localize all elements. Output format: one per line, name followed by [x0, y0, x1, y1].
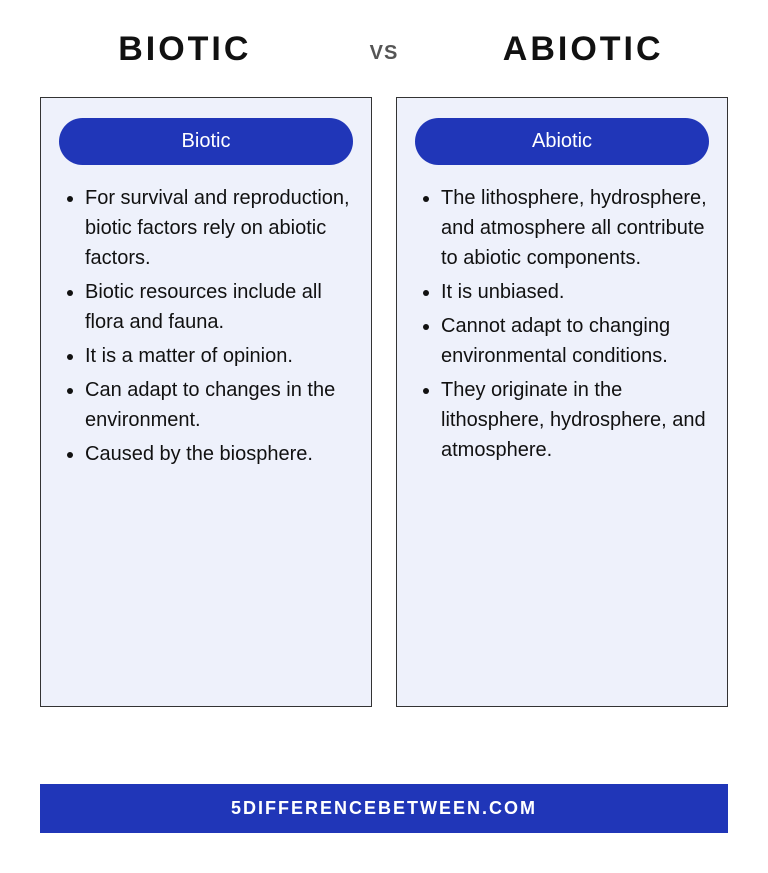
pill-biotic: Biotic [59, 118, 353, 165]
header: BIOTIC VS ABIOTIC [40, 30, 728, 69]
list-item: Can adapt to changes in the environment. [85, 375, 353, 435]
card-abiotic: Abiotic The lithosphere, hydrosphere, an… [396, 97, 728, 707]
comparison-columns: Biotic For survival and reproduction, bi… [40, 97, 728, 707]
list-item: Cannot adapt to changing environmental c… [441, 311, 709, 371]
footer-bar: 5DIFFERENCEBETWEEN.COM [40, 784, 728, 833]
list-item: For survival and reproduction, biotic fa… [85, 183, 353, 273]
vs-label: VS [370, 42, 399, 65]
card-biotic: Biotic For survival and reproduction, bi… [40, 97, 372, 707]
list-item: Biotic resources include all flora and f… [85, 277, 353, 337]
header-title-left: BIOTIC [40, 30, 330, 69]
header-title-right: ABIOTIC [438, 30, 728, 69]
pill-abiotic: Abiotic [415, 118, 709, 165]
list-abiotic: The lithosphere, hydrosphere, and atmosp… [415, 183, 709, 465]
list-item: The lithosphere, hydrosphere, and atmosp… [441, 183, 709, 273]
list-biotic: For survival and reproduction, biotic fa… [59, 183, 353, 469]
list-item: Caused by the biosphere. [85, 439, 353, 469]
list-item: They originate in the lithosphere, hydro… [441, 375, 709, 465]
list-item: It is a matter of opinion. [85, 341, 353, 371]
list-item: It is unbiased. [441, 277, 709, 307]
